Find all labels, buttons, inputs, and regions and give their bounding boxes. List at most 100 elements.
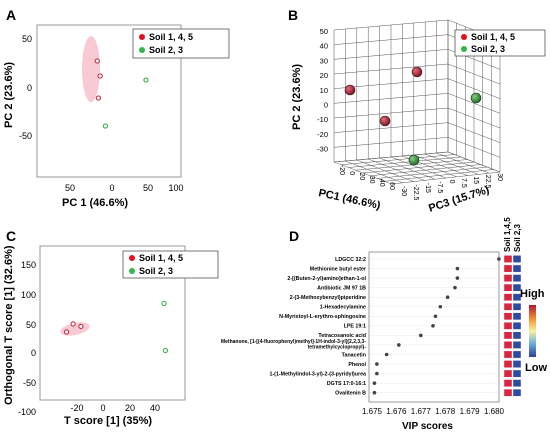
feature-label-2: 2-[(Buten-2-yl)amino]ethan-1-ol [287, 276, 366, 282]
y-axis-label-a: PC 2 (23.6%) [3, 62, 15, 128]
legend-entry-b-1: Soil 1, 4, 5 [471, 32, 515, 42]
vip-point-7 [431, 324, 435, 328]
vip-point-12 [375, 371, 379, 376]
feature-label-7: LPE 19:1 [344, 324, 366, 330]
panel-letter-c: C [6, 228, 16, 244]
legend-marker-red-c [129, 255, 135, 261]
heat-cell-0-1 [503, 255, 513, 263]
colorbar [529, 305, 536, 357]
y-tick-b-5: 0 [324, 101, 328, 110]
feature-label-12: 1-(1-Methylindol-3-yl)-2-(3-pyridyl)urea [269, 371, 366, 377]
heat-cell-7-2 [512, 322, 522, 330]
panel-letter-b: B [288, 7, 298, 23]
confidence-ellipse-a [82, 36, 100, 102]
point-b-s0-2 [379, 115, 391, 127]
legend-c: Soil 1, 4, 5 Soil 2, 3 [122, 250, 219, 279]
y-tick-b-1: 40 [320, 42, 328, 51]
x-tick-d-2: 1.677 [411, 407, 432, 416]
x-tick-a-3: 100 [168, 183, 183, 193]
heat-cell-14-2 [512, 388, 522, 397]
feature-label-11: Phenol [348, 362, 366, 368]
heat-cell-13-1 [503, 379, 513, 387]
z-tick-b-5: 7.5 [460, 178, 467, 188]
z-tick-b-4: 0 [448, 180, 455, 184]
heat-cell-8-2 [512, 331, 522, 340]
y-tick-b-6: -10 [317, 115, 328, 124]
vip-point-5 [438, 304, 443, 309]
heat-cell-12-2 [512, 369, 522, 378]
feature-label-8: Tetracosanoic acid [318, 333, 366, 339]
y-tick-a-1: 0 [27, 83, 32, 93]
vip-point-2 [455, 276, 460, 280]
point-c-s1-0 [161, 300, 167, 307]
colorbar-low-label: Low [525, 362, 547, 374]
y-axis-label-b: PC 2 (23.6%) [291, 64, 303, 130]
x-axis-label-c: T score [1] (35%) [64, 415, 152, 427]
heat-cell-4-2 [512, 293, 522, 302]
x-tick-d-5: 1.680 [484, 407, 505, 416]
y-tick-b-3: 20 [320, 71, 328, 80]
z-tick-b-0: -30 [400, 186, 407, 196]
heat-cell-11-1 [503, 360, 513, 368]
vip-point-6 [433, 314, 438, 319]
legend-marker-red-a [139, 34, 145, 40]
feature-label-6: N-Myristoyl-L-erythro-sphingosine [279, 314, 366, 320]
x-tick-d-0: 1.675 [362, 407, 383, 416]
z-tick-b-3: -7.5 [436, 181, 443, 193]
point-b-s0-0 [344, 84, 356, 96]
y-tick-c-1: 100 [21, 290, 36, 300]
panel-letter-d: D [289, 228, 299, 244]
vip-point-13 [372, 381, 377, 385]
point-a-s1-1 [102, 123, 109, 129]
heat-cell-10-1 [503, 350, 513, 359]
y-tick-c-5: -100 [18, 407, 36, 417]
vip-point-3 [453, 285, 457, 290]
x-tick-c-1: 0 [100, 403, 105, 413]
heat-cell-3-1 [503, 283, 513, 292]
heat-cell-14-1 [503, 388, 513, 397]
x-tick-b-1: 0 [348, 171, 355, 175]
heat-cell-7-1 [503, 322, 513, 330]
heat-cell-6-1 [503, 312, 513, 321]
y-tick-c-3: 0 [31, 348, 36, 358]
plot-frame-d [368, 251, 500, 403]
heat-cell-2-1 [503, 274, 513, 282]
heat-cell-6-2 [512, 312, 522, 321]
legend-marker-green-c [129, 268, 135, 274]
heat-cell-10-2 [512, 350, 522, 359]
x-tick-b-3: 30 [368, 176, 375, 184]
heat-cell-3-2 [512, 283, 522, 292]
point-a-s1-0 [143, 77, 149, 83]
panel-a: A 50 0 50 100 50 0 -50 PC 1 (46.6%) PC 2 (23.6… [3, 7, 230, 209]
y-tick-b-7: -20 [317, 130, 328, 139]
x-axis-label-b: PC1 (46.6%) [317, 187, 381, 212]
legend-marker-green-a [139, 47, 145, 53]
point-c-s1-1 [162, 347, 169, 354]
point-c-s0-2 [78, 323, 84, 330]
x-tick-c-3: 40 [150, 403, 160, 413]
x-tick-d-4: 1.679 [460, 407, 481, 416]
x-axis-label-a: PC 1 (46.6%) [62, 197, 128, 209]
x-tick-b-0: -20 [338, 165, 345, 175]
heat-cell-0-2 [512, 255, 522, 263]
z-tick-b-8: 30 [496, 173, 503, 181]
heat-cell-8-1 [503, 331, 513, 340]
vip-point-0 [497, 257, 501, 261]
z-tick-b-1: -22.5 [412, 184, 419, 200]
heat-cell-2-2 [512, 274, 522, 282]
feature-label-14: Ovalitenin B [335, 391, 366, 397]
feature-label-1: Methionine butyl ester [310, 266, 366, 272]
x-tick-a-0: 50 [65, 183, 75, 193]
feature-label-5: 1-Hexadecylamine [320, 305, 366, 311]
y-tick-c-0: 150 [21, 260, 36, 270]
y-tick-c-2: 50 [26, 320, 36, 330]
point-c-s0-1 [70, 321, 76, 327]
vip-point-8 [419, 333, 423, 338]
x-tick-d-1: 1.676 [386, 407, 407, 416]
column-label-2: Soil 2,3 [513, 223, 522, 252]
x-axis-label-d: VIP scores [402, 421, 453, 432]
feature-label-13: DGTS 17:0-16:1 [327, 381, 366, 387]
x-tick-d-3: 1.678 [435, 407, 456, 416]
legend-a: Soil 1, 4, 5 Soil 2, 3 [132, 28, 230, 59]
